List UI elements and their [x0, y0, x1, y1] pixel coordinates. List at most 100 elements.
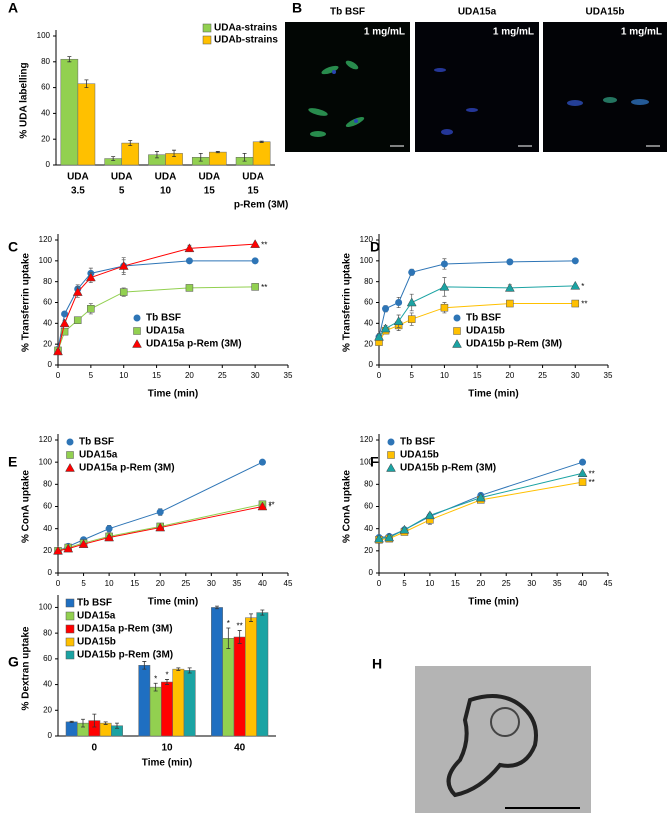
legend-label: UDA15a p-Rem (3M) — [77, 624, 173, 635]
y-tick-label: 0 — [369, 360, 374, 369]
x-tick-label: 35 — [232, 579, 241, 588]
x-tick-label: 20 — [156, 579, 165, 588]
x-tick-label: 20 — [185, 371, 194, 380]
x-tick-label: UDA — [242, 172, 264, 183]
legend-swatch — [202, 23, 212, 33]
x-tick-label: 5 — [402, 579, 407, 588]
y-tick-label: 80 — [43, 479, 52, 488]
y-tick-label: 100 — [39, 603, 53, 612]
legend-label: UDA15b p-Rem (3M) — [77, 650, 173, 661]
x-tick-label: 5 — [119, 186, 125, 197]
point — [61, 310, 69, 318]
legend-label: UDA15a p-Rem (3M) — [79, 463, 175, 474]
legend-marker — [453, 327, 461, 335]
error-bar — [260, 609, 265, 616]
x-axis-label: Time (min) — [468, 597, 518, 608]
y-tick-label: 40 — [41, 109, 50, 118]
y-tick-label: 60 — [364, 502, 373, 511]
y-tick-label: 100 — [37, 31, 51, 40]
point — [380, 323, 391, 333]
x-axis-label: Time (min) — [142, 758, 192, 769]
bar — [99, 722, 112, 737]
point — [407, 315, 416, 323]
y-tick-label: 80 — [43, 628, 52, 637]
y-tick-label: 100 — [39, 256, 53, 265]
legend-swatch — [65, 637, 75, 647]
x-tick-label: p-Rem (3M) — [234, 200, 288, 211]
legend-label: Tb BSF — [77, 598, 112, 609]
point — [374, 533, 384, 543]
legend-label: UDA15b — [466, 326, 505, 337]
legend-swatch — [65, 598, 75, 608]
error-bar — [176, 667, 181, 671]
y-tick-label: 60 — [43, 502, 52, 511]
error-bar — [226, 627, 231, 649]
point — [257, 501, 268, 511]
x-tick-label: 25 — [218, 371, 227, 380]
point — [185, 284, 194, 292]
y-tick-label: 40 — [43, 680, 52, 689]
annotation: ** — [581, 300, 587, 309]
point — [571, 257, 579, 265]
point — [251, 283, 259, 291]
series-line — [57, 461, 263, 552]
x-tick-label: 0 — [56, 371, 61, 380]
micrograph — [415, 22, 539, 152]
legend-marker — [66, 451, 74, 459]
y-tick-label: 40 — [364, 524, 373, 533]
point — [119, 288, 128, 296]
legend-label: Tb BSF — [466, 313, 501, 324]
x-tick-label: 15 — [152, 371, 161, 380]
error-bar — [242, 152, 247, 162]
y-tick-label: 60 — [43, 298, 52, 307]
error-bar — [142, 661, 147, 670]
error-bar — [172, 149, 177, 158]
micrograph — [543, 22, 667, 152]
legend-label: UDA15b p-Rem (3M) — [466, 339, 562, 350]
error-bar — [165, 679, 169, 685]
error-bar — [259, 140, 264, 143]
y-tick-label: 100 — [360, 457, 374, 466]
y-tick-label: 20 — [364, 546, 373, 555]
error-bar — [198, 152, 203, 162]
bar — [161, 681, 173, 737]
legend-marker — [133, 327, 141, 335]
annotation: ** — [589, 478, 595, 487]
x-tick-label: 30 — [207, 579, 216, 588]
image-title: UDA15b — [586, 7, 625, 18]
bar — [77, 83, 96, 166]
y-tick-label: 60 — [43, 654, 52, 663]
point — [395, 299, 403, 306]
legend-marker — [452, 338, 462, 348]
point — [185, 257, 193, 265]
point — [60, 327, 69, 336]
y-tick-label: 60 — [41, 83, 50, 92]
error-bar — [80, 718, 85, 728]
y-tick-label: 40 — [43, 318, 52, 327]
point — [156, 508, 164, 516]
image-title: UDA15a — [458, 7, 497, 18]
y-tick-label: 80 — [43, 277, 52, 286]
bar — [121, 142, 140, 166]
x-tick-label: UDA — [111, 172, 133, 183]
x-tick-label: UDA — [67, 172, 89, 183]
bar — [65, 721, 78, 737]
point — [73, 316, 82, 324]
y-tick-label: 100 — [39, 457, 53, 466]
error-bar — [128, 140, 133, 147]
error-bar — [67, 56, 72, 63]
annotation: ** — [268, 500, 274, 509]
x-tick-label: 20 — [505, 371, 514, 380]
point — [63, 543, 74, 553]
bar — [183, 670, 196, 737]
point — [570, 280, 581, 290]
error-bar — [249, 613, 254, 622]
point — [406, 297, 417, 307]
error-bar — [214, 605, 219, 610]
image-label: 1 mg/mL — [493, 27, 534, 38]
x-tick-label: 5 — [409, 371, 414, 380]
bar — [211, 607, 223, 737]
x-tick-label: 15 — [473, 371, 482, 380]
x-tick-label: 45 — [604, 579, 613, 588]
